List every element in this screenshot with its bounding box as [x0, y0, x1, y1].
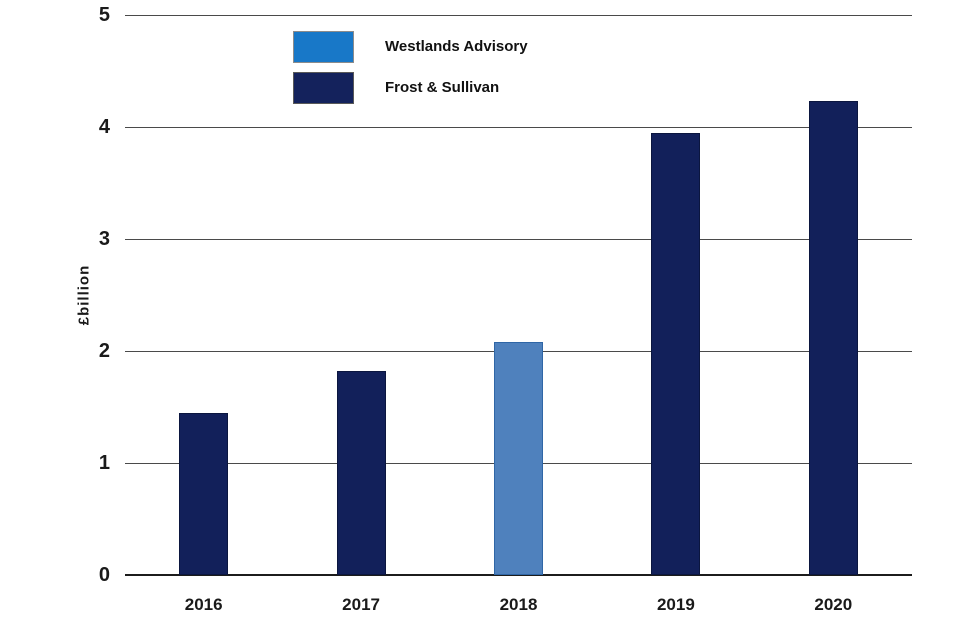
legend-swatch-frost-sullivan: [293, 72, 354, 104]
gridline: [125, 239, 912, 240]
legend-item-frost-sullivan: Frost & Sullivan: [293, 72, 528, 104]
y-axis-tick-label: 0: [98, 564, 110, 586]
gridline: [125, 15, 912, 16]
bar-2016: [179, 412, 229, 575]
y-axis-tick-label: 5: [98, 4, 110, 26]
x-axis-tick-label: 2017: [342, 595, 380, 614]
bar-2017: [336, 371, 386, 575]
x-axis-tick-label: 2018: [499, 595, 538, 614]
x-axis-tick-label: 2019: [656, 595, 695, 614]
bar-2019: [651, 132, 701, 575]
bar-2018: [494, 342, 543, 575]
y-axis-tick-label: 3: [98, 228, 110, 250]
y-axis-tick-label: 2: [98, 340, 110, 362]
y-axis-tick-label: 4: [98, 116, 110, 138]
legend-item-westlands-advisory: Westlands Advisory: [293, 31, 528, 63]
legend-swatch-westlands-advisory: [293, 31, 354, 63]
x-axis-tick-label: 2016: [184, 595, 223, 614]
y-axis-tick-label: 1: [98, 452, 110, 474]
x-axis-tick-label: 2020: [814, 595, 853, 614]
x-axis-line: [125, 574, 912, 576]
bar-2020: [808, 101, 858, 575]
gridline: [125, 127, 912, 128]
y-axis-title: £billion: [75, 264, 93, 326]
legend: Westlands Advisory Frost & Sullivan: [293, 31, 528, 113]
legend-label-westlands-advisory: Westlands Advisory: [385, 38, 528, 55]
legend-label-frost-sullivan: Frost & Sullivan: [385, 79, 500, 96]
